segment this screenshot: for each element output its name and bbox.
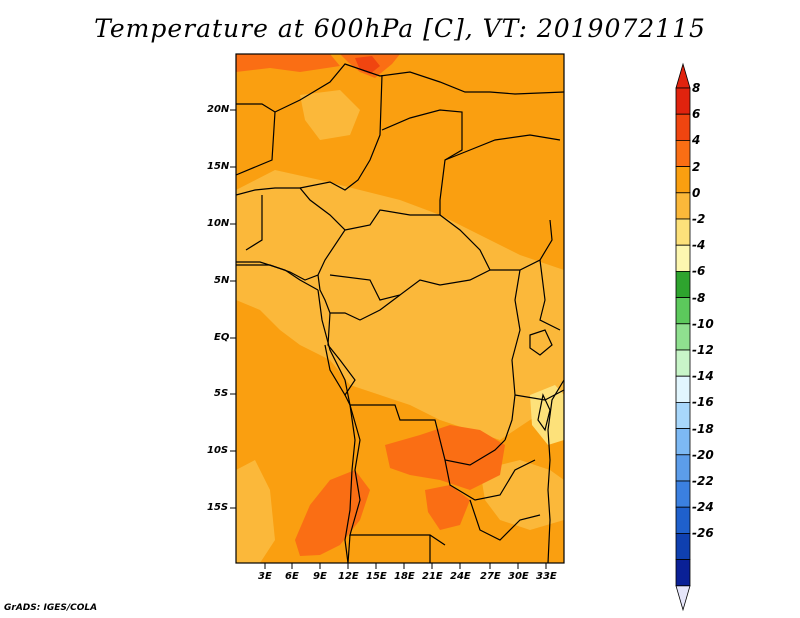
colorbar-tick-label: 2 <box>692 159 701 174</box>
footer-credit: GrADS: IGES/COLA <box>4 603 98 613</box>
colorbar-box <box>675 323 691 351</box>
lat-label-eq: EQ <box>214 332 230 343</box>
colorbar-top-arrow <box>675 62 691 89</box>
border-chad-sudan <box>381 109 463 215</box>
lon-ticks <box>264 563 547 569</box>
colorbar-box <box>675 87 691 115</box>
border-congo <box>324 312 356 397</box>
lon-label-30e: 30E <box>508 571 529 582</box>
lat-label-15s: 15S <box>207 502 229 513</box>
border-namibia <box>347 534 351 563</box>
colorbar-box <box>675 139 691 167</box>
lon-label-15e: 15E <box>366 571 387 582</box>
map-title: Temperature at 600hPa [C], VT: 201907211… <box>94 14 706 43</box>
border-zimbabwe <box>469 499 541 541</box>
border-cameroon-gabon <box>317 274 401 321</box>
lat-label-20n: 20N <box>207 104 230 115</box>
colorbar-box <box>675 218 691 246</box>
field-neg2-to-0 <box>530 385 564 445</box>
colorbar-tick-label: 0 <box>692 185 701 200</box>
lake-victoria-outline <box>529 329 553 356</box>
lon-label-6e: 6E <box>285 571 299 582</box>
lat-label-5s: 5S <box>214 388 229 399</box>
field-4-to-6-north-edge <box>236 54 340 72</box>
field-0-to-2-se <box>480 460 564 530</box>
colorbar-box <box>675 166 691 194</box>
lon-label-24e: 24E <box>450 571 471 582</box>
colorbar-tick-label: -14 <box>692 369 714 384</box>
colorbar-box <box>675 533 691 561</box>
lat-label-10n: 10N <box>207 218 230 229</box>
temperature-field <box>236 54 564 563</box>
field-0-to-2-central <box>320 215 470 310</box>
colorbar-box <box>675 375 691 403</box>
coast-west-africa <box>236 261 319 291</box>
colorbar-tick-label: -10 <box>692 316 714 331</box>
colorbar-tick-label: 8 <box>692 81 701 95</box>
colorbar-box <box>675 192 691 220</box>
coast-east-africa <box>547 379 564 563</box>
lon-label-12e: 12E <box>338 571 359 582</box>
colorbar-box <box>675 480 691 508</box>
lat-label-10s: 10S <box>207 445 229 456</box>
colorbar-box <box>675 113 691 141</box>
lon-label-21e: 21E <box>422 571 443 582</box>
lon-label-27e: 27E <box>480 571 501 582</box>
colorbar-bottom-arrow <box>675 585 691 612</box>
coast-angola-namibia <box>344 404 356 563</box>
nile-lake-outline <box>537 393 551 432</box>
colorbar-box <box>675 349 691 377</box>
colorbar-box <box>675 559 691 587</box>
colorbar-box <box>675 428 691 456</box>
border-sudan-south <box>444 134 561 161</box>
border-uganda-kenya <box>539 259 561 331</box>
lon-label-18e: 18E <box>394 571 415 582</box>
lat-ticks <box>230 109 236 509</box>
colorbar-box <box>675 297 691 325</box>
colorbar-tick-label: -22 <box>692 474 714 488</box>
border-nigeria-benin <box>245 195 263 251</box>
map-frame <box>235 53 565 564</box>
lat-label-5n: 5N <box>214 275 230 286</box>
colorbar-tick-label: -18 <box>692 421 714 436</box>
field-0-to-2-sw <box>236 460 275 563</box>
colorbar-box <box>675 270 691 298</box>
field-4-to-6-south <box>425 485 470 530</box>
border-chad-west <box>299 74 383 191</box>
field-0-to-2-nw <box>300 90 360 140</box>
lon-label-3e: 3E <box>258 571 272 582</box>
colorbar-tick-label: -2 <box>692 212 706 226</box>
colorbar-tick-label: -8 <box>692 290 706 305</box>
colorbar-tick-label: -20 <box>692 447 714 462</box>
colorbar-tick-label: -4 <box>692 238 706 253</box>
colorbar-tick-label: -12 <box>692 343 714 357</box>
colorbar-box <box>675 401 691 429</box>
colorbar-tick-label: 4 <box>692 133 701 148</box>
border-drc-east <box>504 269 521 441</box>
colorbar-box <box>675 244 691 272</box>
colorbar-tick-label: -6 <box>692 264 706 279</box>
colorbar-box <box>675 454 691 482</box>
colorbar-tick-label: -16 <box>692 395 714 410</box>
colorbar <box>675 62 691 612</box>
lat-label-15n: 15N <box>207 161 230 172</box>
lon-label-9e: 9E <box>313 571 327 582</box>
colorbar-box <box>675 506 691 534</box>
colorbar-tick-label: 6 <box>692 107 701 122</box>
border-drc-angola <box>344 394 506 466</box>
colorbar-tick-label: -26 <box>692 526 714 541</box>
border-niger-chad <box>236 111 276 176</box>
colorbar-tick-label: -24 <box>692 500 714 515</box>
lon-label-33e: 33E <box>536 571 557 582</box>
coast-gulf-guinea <box>317 289 351 406</box>
country-borders <box>236 63 564 563</box>
border-zambia <box>444 459 536 501</box>
field-4-to-6-zambia <box>385 425 505 490</box>
border-angola-south <box>349 404 446 546</box>
